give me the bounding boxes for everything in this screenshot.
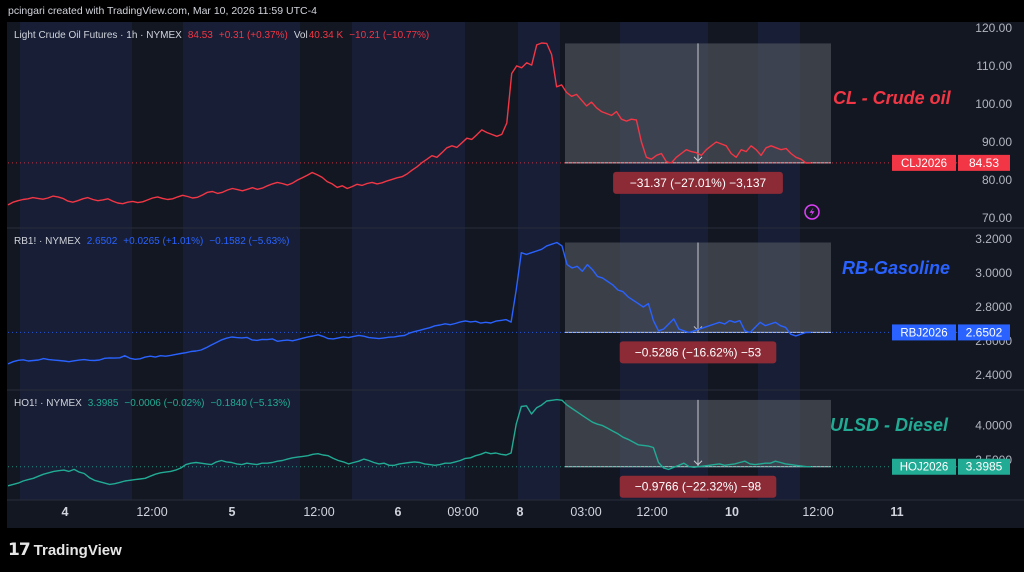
y-tick-label: 2.4000 (975, 368, 1012, 382)
price-badge-label: 84.53 (969, 156, 999, 170)
session-band (183, 22, 300, 500)
ticker-badge (892, 458, 956, 475)
chart-canvas[interactable]: 120.00 110.00 100.00 90.00 80.00 70.00 −31.37 … (0, 22, 1024, 538)
session-band (518, 22, 545, 500)
measure-label: −0.5286 (−16.62%) −53 (635, 345, 762, 359)
y-tick-label: 90.00 (982, 135, 1012, 149)
series-legend[interactable]: RB1! · NYMEX 2.6502 +0.0265 (+1.01%) −0.158… (14, 236, 289, 247)
attribution-bar: pcingari created with TradingView.com, M… (0, 0, 1024, 22)
y-tick-label: 110.00 (976, 59, 1012, 73)
x-tick-label: 10 (725, 505, 739, 519)
x-tick-label: 12:00 (636, 505, 667, 519)
time-axis: 4 12:00 5 12:00 6 09:00 8 03:00 12:00 10 12:00 11 (7, 499, 1024, 519)
tradingview-logo: 17 TradingView (8, 538, 122, 562)
session-band (20, 22, 132, 500)
y-tick-label: 2.8000 (975, 300, 1012, 314)
x-tick-label: 11 (890, 505, 903, 519)
y-tick-label: 3.2000 (975, 232, 1012, 246)
ticker-badge (892, 324, 956, 341)
series-legend[interactable]: Light Crude Oil Futures · 1h · NYMEX 84.5… (14, 30, 429, 41)
price-badge (958, 154, 1010, 171)
y-tick-label: 120.00 (975, 22, 1012, 35)
measure-arrow-icon (693, 156, 703, 162)
x-tick-label: 12:00 (802, 505, 833, 519)
attribution-text: pcingari created with TradingView.com, M… (8, 5, 317, 17)
price-badge-label: 3.3985 (966, 460, 1003, 474)
price-badge (958, 324, 1010, 341)
x-tick-label: 12:00 (303, 505, 334, 519)
x-tick-label: 03:00 (570, 505, 601, 519)
session-band (545, 22, 560, 500)
series-line[interactable] (7, 241, 812, 365)
y-tick-label: 3.0000 (975, 266, 1012, 280)
x-tick-label: 8 (517, 505, 524, 519)
pane-1[interactable]: 120.00 110.00 100.00 90.00 80.00 70.00 −31.37 … (7, 22, 1012, 225)
measure-label: −31.37 (−27.01%) −3,137 (630, 176, 767, 190)
y-tick-label: 80.00 (982, 173, 1012, 187)
measure-label-box (619, 475, 777, 498)
series-legend[interactable]: HO1! · NYMEX 3.3985 −0.0006 (−0.02%) −0.184… (14, 398, 291, 409)
y-tick-label: 4.0000 (975, 419, 1012, 433)
series-line[interactable] (7, 398, 812, 487)
price-badge-label: 2.6502 (966, 325, 1003, 339)
x-tick-label: 09:00 (447, 505, 478, 519)
y-tick-label: 70.00 (982, 211, 1012, 225)
pane-3[interactable]: 4.00003.5000−0.9766 (−22.32%) −98HOJ2026… (7, 389, 1024, 498)
series-annotation: CL - Crude oil (833, 88, 952, 108)
measure-label: −0.9766 (−22.32%) −98 (635, 480, 762, 494)
chart-background (7, 22, 1024, 528)
series-line[interactable] (7, 42, 812, 206)
ticker-badge-label: HOJ2026 (900, 462, 949, 474)
ticker-badge (892, 154, 956, 171)
y-tick-label: 100.00 (975, 97, 1012, 111)
logo-text: TradingView (33, 541, 122, 559)
price-badge (958, 458, 1010, 475)
ticker-badge-label: RBJ2026 (900, 327, 947, 339)
measure-arrow-icon (693, 326, 703, 332)
chart-panes: 120.00 110.00 100.00 90.00 80.00 70.00 −31.37 … (7, 22, 1024, 498)
x-tick-label: 5 (229, 505, 236, 519)
x-tick-label: 12:00 (136, 505, 167, 519)
x-tick-label: 4 (62, 505, 69, 519)
lightning-icon[interactable] (804, 204, 820, 220)
measure-arrow-icon (693, 460, 703, 466)
session-band (352, 22, 465, 500)
measure-label-box (613, 171, 783, 194)
x-tick-label: 6 (395, 505, 402, 519)
tv-logo-icon: 17 (8, 540, 31, 560)
measure-label-box (619, 341, 777, 364)
series-annotation: RB-Gasoline (842, 258, 950, 278)
series-annotation: ULSD - Diesel (830, 415, 949, 435)
ticker-badge-label: CLJ2026 (901, 158, 947, 170)
